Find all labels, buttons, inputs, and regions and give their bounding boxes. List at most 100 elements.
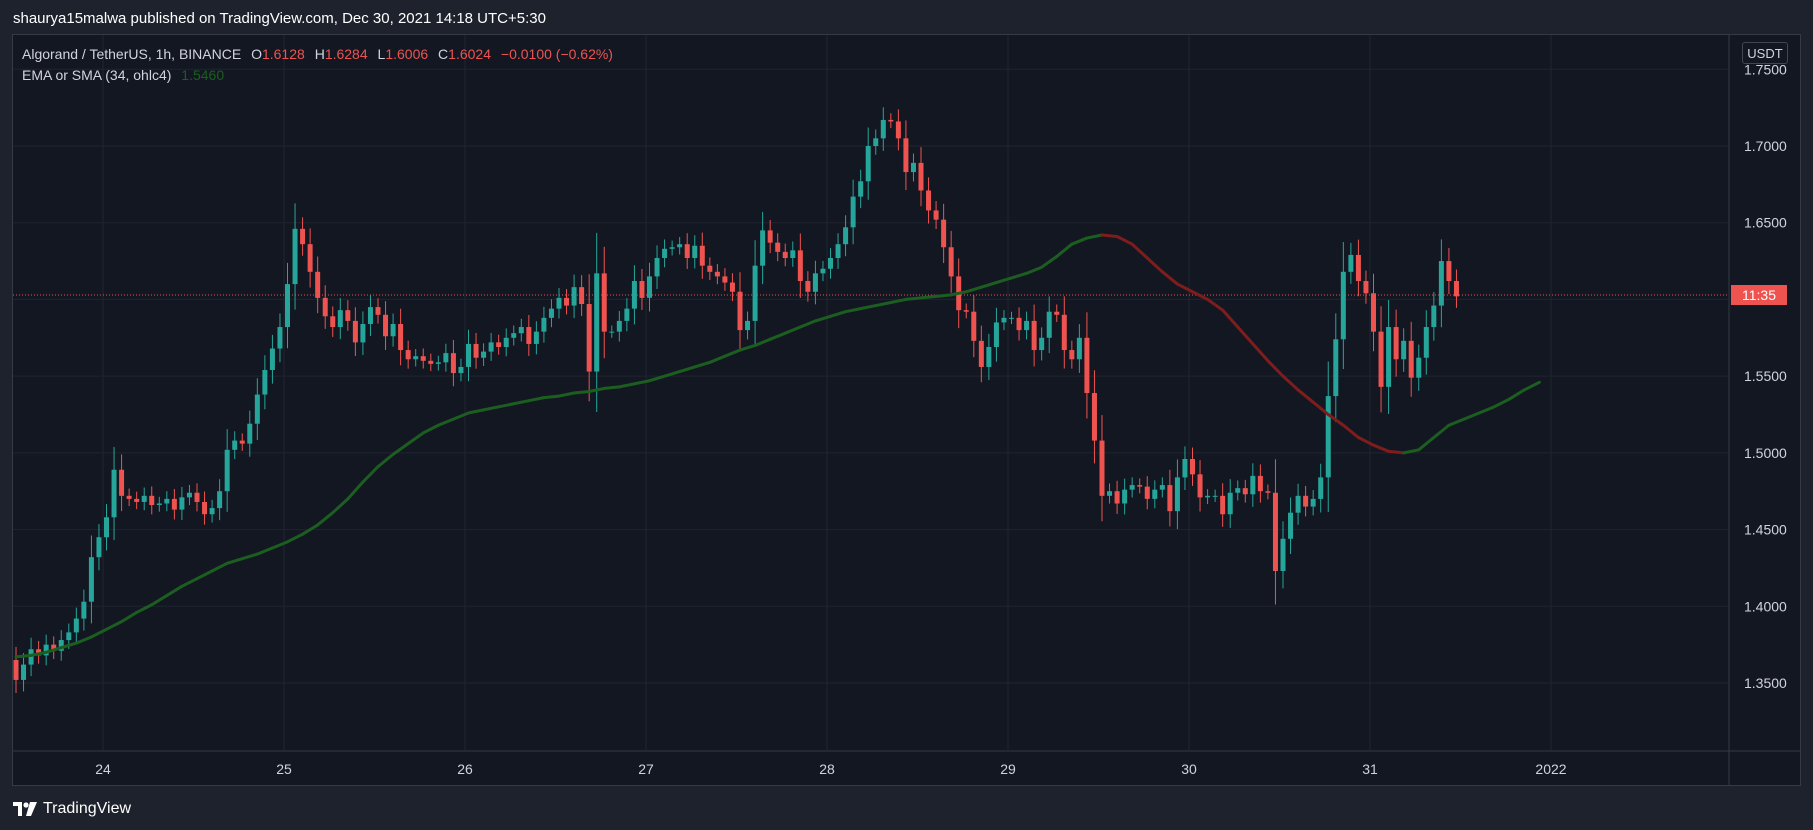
ema-segment bbox=[482, 405, 501, 412]
ema-segment bbox=[1191, 290, 1210, 301]
ema-segment bbox=[889, 297, 908, 304]
y-tick-label: 1.4000 bbox=[1744, 598, 1787, 614]
candle-body bbox=[1408, 340, 1414, 378]
ema-segment bbox=[286, 532, 305, 544]
high-value: 1.6284 bbox=[324, 46, 368, 62]
ema-segment bbox=[632, 379, 651, 386]
ema-segment bbox=[210, 561, 229, 573]
candle-body bbox=[1265, 491, 1271, 493]
currency-badge[interactable]: USDT bbox=[1742, 42, 1788, 64]
candle-body bbox=[262, 370, 268, 395]
candle-body bbox=[413, 356, 419, 360]
candle-body bbox=[1016, 317, 1022, 331]
candle-body bbox=[639, 281, 645, 298]
candle-body bbox=[986, 346, 992, 367]
candle-body bbox=[647, 276, 652, 298]
candle-body bbox=[307, 244, 313, 272]
candle-body bbox=[790, 250, 796, 259]
chart-legend: Algorand / TetherUS, 1h, BINANCE O1.6128… bbox=[22, 44, 613, 86]
indicator-row[interactable]: EMA or SMA (34, ohlc4) 1.5460 bbox=[22, 65, 613, 86]
candle-body bbox=[88, 557, 94, 602]
candle-body bbox=[21, 664, 27, 680]
y-tick-label: 1.7000 bbox=[1744, 138, 1787, 154]
candle-body bbox=[1446, 261, 1452, 282]
ema-segment bbox=[1251, 342, 1270, 363]
candle-body bbox=[933, 210, 939, 220]
candle-body bbox=[254, 394, 260, 424]
candle-body bbox=[1431, 305, 1437, 328]
ema-segment bbox=[723, 348, 742, 358]
candle-body bbox=[1039, 337, 1045, 351]
candle-body bbox=[858, 181, 864, 197]
axes: 1.75001.70001.65001.60001.55001.50001.45… bbox=[13, 35, 1800, 785]
ema-segment bbox=[1477, 405, 1496, 415]
candle-body bbox=[963, 310, 969, 312]
ema-segment bbox=[617, 382, 636, 389]
indicator-name: EMA or SMA (34, ohlc4) bbox=[22, 67, 172, 83]
ema-segment bbox=[768, 331, 787, 341]
ema-segment bbox=[1085, 233, 1104, 240]
candle-body bbox=[978, 340, 984, 367]
open-label: O bbox=[251, 46, 262, 62]
symbol-row: Algorand / TetherUS, 1h, BINANCE O1.6128… bbox=[22, 44, 613, 65]
low-value: 1.6006 bbox=[385, 46, 429, 62]
candle-body bbox=[556, 297, 562, 309]
candle-body bbox=[1054, 311, 1060, 315]
ema-segment bbox=[1236, 325, 1255, 346]
ema-segment bbox=[572, 389, 591, 395]
candle-body bbox=[1129, 485, 1135, 490]
ema-segment bbox=[919, 294, 938, 300]
candle-body bbox=[360, 323, 366, 343]
candle-body bbox=[458, 366, 464, 374]
candle-body bbox=[375, 307, 381, 315]
candle-body bbox=[1227, 492, 1233, 515]
ema-segment bbox=[859, 304, 878, 311]
ema-line bbox=[14, 233, 1541, 659]
candle-body bbox=[1159, 485, 1165, 490]
candle-body bbox=[1371, 293, 1376, 332]
candle-body bbox=[1197, 474, 1203, 498]
candle-body bbox=[149, 495, 155, 506]
ema-segment bbox=[391, 442, 410, 456]
ema-segment bbox=[527, 396, 546, 403]
candle-body bbox=[767, 230, 773, 243]
candle-body bbox=[1257, 475, 1263, 492]
x-tick-label: 29 bbox=[1000, 761, 1016, 777]
candle-body bbox=[828, 258, 833, 269]
candle-body bbox=[337, 310, 343, 328]
candle-body bbox=[737, 291, 743, 331]
candle-body bbox=[1303, 495, 1309, 507]
candle-body bbox=[367, 307, 373, 324]
candle-body bbox=[1280, 538, 1286, 571]
candle-body bbox=[322, 297, 328, 317]
candle-body bbox=[104, 517, 109, 538]
candle-body bbox=[352, 320, 358, 343]
candle-body bbox=[209, 508, 215, 515]
candle-body bbox=[428, 360, 434, 364]
candle-body bbox=[315, 271, 321, 298]
candle-body bbox=[654, 258, 660, 277]
grid bbox=[13, 35, 1728, 750]
candle-body bbox=[850, 196, 856, 228]
candle-body bbox=[662, 248, 668, 259]
ema-segment bbox=[44, 646, 63, 654]
candle-body bbox=[1114, 491, 1120, 504]
ema-segment bbox=[979, 281, 998, 289]
ema-segment bbox=[557, 391, 576, 398]
x-tick-label: 27 bbox=[638, 761, 654, 777]
candle-body bbox=[616, 320, 622, 332]
ema-segment bbox=[74, 635, 93, 645]
ema-segment bbox=[376, 452, 395, 469]
candle-body bbox=[1122, 489, 1128, 504]
ema-segment bbox=[467, 408, 486, 415]
candle-body bbox=[926, 190, 932, 211]
ema-segment bbox=[753, 337, 772, 347]
candle-body bbox=[1061, 314, 1067, 351]
candle-body bbox=[511, 333, 517, 338]
candle-body bbox=[1069, 350, 1075, 360]
candle-body bbox=[488, 342, 494, 352]
ema-segment bbox=[1402, 448, 1421, 455]
tradingview-logo[interactable]: TradingView bbox=[13, 800, 131, 818]
candles bbox=[13, 107, 1459, 694]
